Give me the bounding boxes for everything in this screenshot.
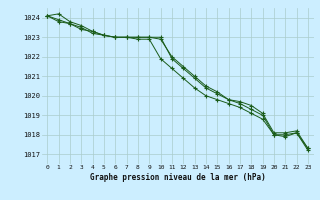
- X-axis label: Graphe pression niveau de la mer (hPa): Graphe pression niveau de la mer (hPa): [90, 173, 266, 182]
